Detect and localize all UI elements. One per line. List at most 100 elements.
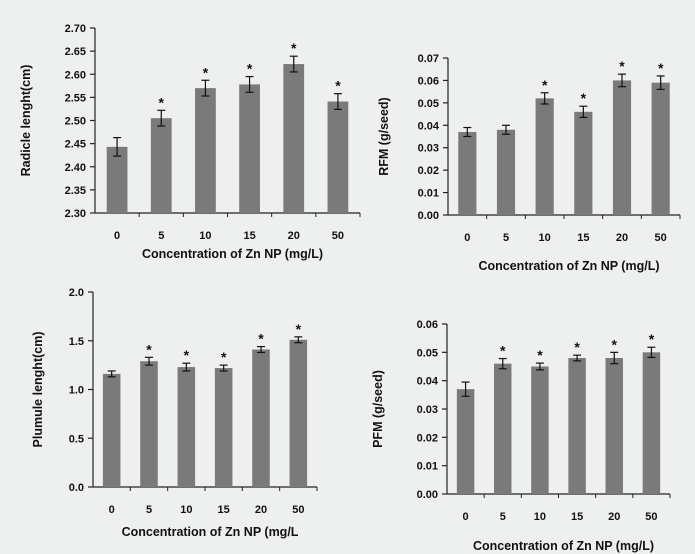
- bar: [283, 64, 305, 213]
- x-axis-title: Concentration of Zn NP (mg/L): [473, 539, 654, 553]
- y-tick-label: 0.5: [69, 433, 84, 445]
- x-tick-label: 15: [571, 511, 583, 523]
- x-tick-label: 15: [218, 504, 230, 516]
- bar: [239, 84, 260, 213]
- x-tick-label: 5: [500, 511, 506, 523]
- x-tick-label: 20: [616, 232, 628, 244]
- x-tick-label: 0: [114, 230, 120, 242]
- y-tick-label: 0.07: [418, 53, 439, 65]
- significance-marker: *: [146, 341, 152, 357]
- chart-panel-2: 0.00 0.01 0.02 0.03 0.04 0.05 0.06 0.07 0 5 * 10 * 15…: [377, 53, 681, 273]
- y-tick-label: 2.55: [65, 92, 86, 104]
- bar: [150, 118, 172, 213]
- x-tick-label: 5: [503, 232, 509, 244]
- y-tick-label: 1.0: [69, 385, 84, 397]
- x-tick-label: 0: [464, 232, 470, 244]
- x-tick-label: 0: [463, 511, 469, 523]
- significance-marker: *: [500, 343, 506, 359]
- x-tick-label: 10: [539, 232, 551, 244]
- bar: [289, 339, 308, 487]
- y-tick-label: 0.00: [417, 489, 438, 501]
- bar: [252, 349, 270, 487]
- significance-marker: *: [619, 58, 625, 74]
- significance-marker: *: [247, 61, 253, 77]
- x-axis-title: Concentration of Zn NP (mg/L): [142, 247, 323, 261]
- y-tick-label: 0.02: [418, 165, 439, 177]
- bar: [574, 111, 593, 215]
- significance-marker: *: [221, 349, 227, 365]
- x-axis-title: Concentration of Zn NP (mg/L): [478, 259, 659, 273]
- x-tick-label: 20: [288, 230, 300, 242]
- y-tick-label: 2.40: [65, 162, 86, 174]
- x-tick-label: 50: [655, 232, 667, 244]
- y-tick-label: 2.50: [65, 116, 86, 128]
- y-tick-label: 0.01: [417, 461, 438, 473]
- x-tick-label: 50: [332, 230, 344, 242]
- bar: [568, 358, 586, 494]
- x-tick-label: 5: [158, 230, 164, 242]
- y-tick-label: 0.03: [418, 143, 439, 155]
- y-tick-label: 2.60: [65, 69, 86, 81]
- y-tick-label: 2.0: [69, 287, 84, 299]
- chart-panel-4: 0.00 0.01 0.02 0.03 0.04 0.05 0.06 0 * 5 * 10 * 15 * 20…: [371, 319, 671, 553]
- x-tick-label: 0: [109, 504, 115, 516]
- bar: [106, 146, 128, 213]
- bar: [195, 88, 216, 213]
- y-tick-label: 2.70: [65, 23, 86, 35]
- y-tick-label: 2.45: [65, 139, 86, 151]
- bar: [456, 389, 475, 494]
- x-tick-label: 20: [608, 511, 620, 523]
- x-tick-label: 5: [146, 504, 152, 516]
- bar: [531, 366, 549, 494]
- y-tick-label: 0.00: [418, 210, 439, 222]
- y-tick-label: 0.02: [417, 432, 438, 444]
- significance-marker: *: [203, 64, 209, 80]
- y-tick-label: 0.05: [417, 347, 438, 359]
- bar: [612, 80, 632, 215]
- bar: [494, 363, 512, 494]
- y-tick-label: 0.06: [417, 319, 438, 331]
- significance-marker: *: [296, 321, 302, 337]
- x-tick-label: 50: [645, 511, 657, 523]
- chart-panel-3: 0.0 0.5 1.0 1.5 2.0 0 * 5 * 10 * 15 * 20 * 50 Concentrat…: [31, 287, 318, 539]
- y-axis-title: Radicle lenght(cm): [19, 65, 33, 177]
- bar: [535, 98, 554, 215]
- significance-marker: *: [258, 331, 264, 347]
- bar: [651, 82, 670, 216]
- bar: [458, 132, 477, 215]
- x-tick-label: 50: [292, 504, 304, 516]
- bar: [102, 373, 121, 487]
- significance-marker: *: [574, 339, 580, 355]
- bar: [177, 367, 196, 487]
- y-axis-title: PFM (g/seed): [371, 370, 385, 448]
- x-tick-label: 10: [534, 511, 546, 523]
- y-tick-label: 1.5: [69, 336, 84, 348]
- x-tick-label: 10: [199, 230, 211, 242]
- y-tick-label: 2.65: [65, 46, 86, 58]
- y-tick-label: 0.06: [418, 75, 439, 87]
- x-axis-title: Concentration of Zn NP (mg/L: [122, 525, 299, 539]
- significance-marker: *: [335, 78, 341, 94]
- y-tick-label: 2.30: [65, 208, 86, 220]
- significance-marker: *: [159, 94, 165, 110]
- y-tick-label: 0.0: [69, 482, 84, 494]
- y-axis-title: RFM (g/seed): [377, 97, 391, 175]
- x-tick-label: 15: [577, 232, 589, 244]
- x-tick-label: 15: [243, 230, 255, 242]
- significance-marker: *: [658, 60, 664, 76]
- significance-marker: *: [184, 347, 190, 363]
- y-tick-label: 0.01: [418, 188, 439, 200]
- significance-marker: *: [649, 331, 655, 347]
- y-tick-label: 0.04: [418, 120, 440, 132]
- y-tick-label: 0.05: [418, 98, 439, 110]
- significance-marker: *: [581, 90, 587, 106]
- y-tick-label: 0.04: [417, 376, 439, 388]
- bar: [605, 358, 623, 494]
- bar: [496, 129, 516, 215]
- bar: [642, 352, 661, 494]
- bar: [327, 101, 349, 213]
- x-tick-label: 10: [180, 504, 192, 516]
- x-tick-label: 20: [255, 504, 267, 516]
